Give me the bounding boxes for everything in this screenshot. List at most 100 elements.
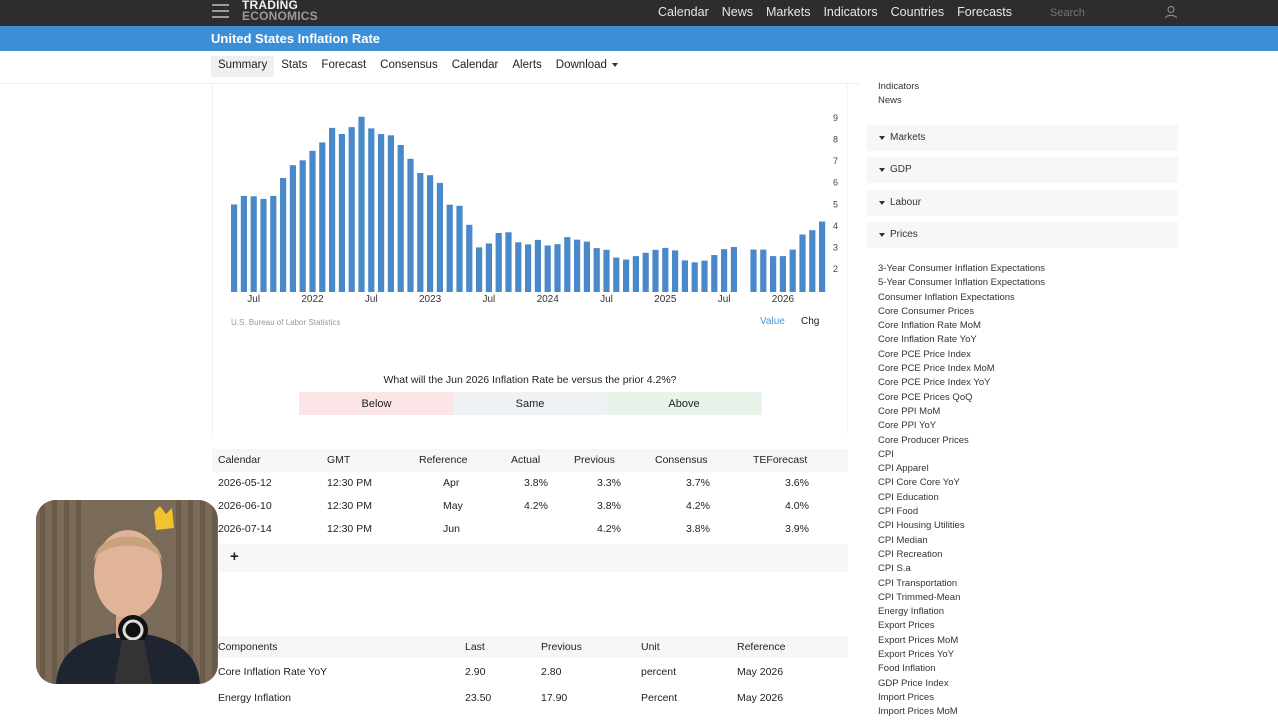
- nav-link-markets[interactable]: Markets: [766, 5, 811, 19]
- sidebar-price-link[interactable]: CPI: [878, 448, 894, 460]
- nav-link-countries[interactable]: Countries: [890, 5, 945, 19]
- chart-bar[interactable]: [672, 250, 679, 292]
- chart-bar[interactable]: [603, 249, 610, 292]
- sidebar-price-link[interactable]: CPI Education: [878, 491, 939, 503]
- chart-bar[interactable]: [280, 178, 287, 292]
- chart-bar[interactable]: [319, 142, 326, 292]
- sidebar-price-link[interactable]: CPI Median: [878, 534, 928, 546]
- chart-bar[interactable]: [544, 245, 551, 293]
- chart-bar[interactable]: [564, 237, 571, 292]
- nav-link-indicators[interactable]: Indicators: [823, 5, 878, 19]
- sidebar-price-link[interactable]: Import Prices MoM: [878, 706, 958, 718]
- sidebar-price-link[interactable]: Core PCE Price Index: [878, 348, 971, 360]
- chart-bar[interactable]: [750, 249, 757, 292]
- chart-bar[interactable]: [378, 134, 385, 292]
- chart-bar[interactable]: [789, 249, 796, 292]
- sidebar-link-news[interactable]: News: [878, 95, 902, 106]
- chart-bar[interactable]: [799, 234, 806, 293]
- sidebar-price-link[interactable]: Export Prices YoY: [878, 649, 955, 661]
- poll-same-button[interactable]: Same: [454, 392, 606, 415]
- tab-stats[interactable]: Stats: [281, 59, 308, 71]
- chart-bar[interactable]: [534, 239, 541, 292]
- sidebar-price-link[interactable]: Core Inflation Rate MoM: [878, 320, 981, 332]
- table-row[interactable]: 2026-05-12 12:30 PM Apr 3.8% 3.3% 3.7% 3…: [212, 472, 848, 495]
- chart-bar[interactable]: [299, 160, 306, 292]
- sidebar-price-link[interactable]: CPI Trimmed-Mean: [878, 591, 961, 603]
- sidebar-price-link[interactable]: Core Producer Prices: [878, 434, 969, 446]
- search-input[interactable]: [1046, 4, 1150, 21]
- chart-bar[interactable]: [662, 247, 669, 292]
- tab-forecast[interactable]: Forecast: [321, 59, 367, 71]
- tab-alerts[interactable]: Alerts: [512, 59, 542, 71]
- chart-bar[interactable]: [289, 165, 296, 292]
- user-icon[interactable]: [1164, 5, 1178, 19]
- sidebar-group-prices[interactable]: Prices: [866, 222, 1178, 248]
- tab-calendar[interactable]: Calendar: [451, 59, 499, 71]
- chart-bar[interactable]: [358, 116, 365, 292]
- chart-bar[interactable]: [770, 256, 777, 292]
- chart-bar[interactable]: [348, 127, 355, 292]
- sidebar-price-link[interactable]: Food Inflation: [878, 663, 936, 675]
- sidebar-price-link[interactable]: CPI Transportation: [878, 577, 958, 589]
- poll-above-button[interactable]: Above: [606, 392, 762, 415]
- sidebar-price-link[interactable]: Core Consumer Prices: [878, 305, 975, 317]
- inflation-bar-chart[interactable]: 2 3 4 5 6 7 8 9 Jul 2022 Jul 2023 Jul 2024 Jul 2025 Jul 2…: [213, 84, 849, 314]
- sidebar-price-link[interactable]: 5-Year Consumer Inflation Expectations: [878, 277, 1046, 289]
- sidebar-group-labour[interactable]: Labour: [866, 190, 1178, 216]
- chart-bar[interactable]: [515, 242, 522, 292]
- chart-bar[interactable]: [613, 257, 620, 292]
- chart-bar[interactable]: [779, 256, 786, 292]
- sidebar-price-link[interactable]: Core PCE Prices QoQ: [878, 391, 973, 403]
- sidebar-price-link[interactable]: Core PPI MoM: [878, 405, 941, 417]
- sidebar-price-link[interactable]: Core PCE Price Index YoY: [878, 377, 991, 389]
- chart-bar[interactable]: [730, 247, 737, 292]
- chart-bar[interactable]: [632, 256, 639, 292]
- chart-bar[interactable]: [505, 232, 512, 292]
- sidebar-price-link[interactable]: GDP Price Index: [878, 677, 949, 689]
- chart-bar[interactable]: [231, 204, 238, 293]
- cell-component[interactable]: Core Inflation Rate YoY: [218, 666, 328, 678]
- nav-link-news[interactable]: News: [721, 5, 753, 19]
- chart-bar[interactable]: [466, 224, 473, 292]
- chart-bar[interactable]: [525, 244, 532, 292]
- chart-bar[interactable]: [240, 195, 247, 292]
- chart-bar[interactable]: [250, 196, 257, 292]
- chart-bar[interactable]: [809, 230, 816, 292]
- change-toggle-button[interactable]: Chg: [801, 316, 820, 327]
- table-row[interactable]: 2026-06-10 12:30 PM May 4.2% 3.8% 4.2% 4…: [212, 495, 848, 518]
- chart-bar[interactable]: [583, 241, 590, 292]
- chart-bar[interactable]: [642, 252, 649, 292]
- chart-bar[interactable]: [338, 134, 345, 292]
- table-row[interactable]: Energy Inflation 23.50 17.90 Percent May…: [212, 684, 848, 710]
- chart-bar[interactable]: [397, 145, 404, 292]
- sidebar-price-link[interactable]: CPI Apparel: [878, 463, 929, 475]
- hamburger-menu-icon[interactable]: [212, 4, 229, 18]
- sidebar-price-link[interactable]: CPI S.a: [878, 563, 911, 575]
- chart-bar[interactable]: [427, 175, 434, 292]
- sidebar-price-link[interactable]: Core PPI YoY: [878, 420, 937, 432]
- chart-bar[interactable]: [593, 248, 600, 292]
- chart-bar[interactable]: [476, 247, 483, 292]
- chart-bar[interactable]: [387, 135, 394, 292]
- table-row[interactable]: Core Inflation Rate YoY 2.90 2.80 percen…: [212, 658, 848, 684]
- sidebar-group-markets[interactable]: Markets: [866, 125, 1178, 151]
- chart-bar[interactable]: [819, 221, 826, 293]
- tab-consensus[interactable]: Consensus: [380, 59, 438, 71]
- sidebar-price-link[interactable]: CPI Housing Utilities: [878, 520, 965, 532]
- chart-bar[interactable]: [446, 204, 453, 292]
- sidebar-price-link[interactable]: CPI Core Core YoY: [878, 477, 960, 489]
- sidebar-price-link[interactable]: Core Inflation Rate YoY: [878, 334, 977, 346]
- chart-bar[interactable]: [760, 249, 767, 292]
- chart-bar[interactable]: [574, 239, 581, 292]
- chart-bar[interactable]: [623, 259, 630, 293]
- nav-link-forecasts[interactable]: Forecasts: [957, 5, 1013, 19]
- sidebar-price-link[interactable]: CPI Food: [878, 506, 919, 518]
- chart-bar[interactable]: [652, 249, 659, 292]
- chart-bar[interactable]: [436, 182, 443, 292]
- sidebar-price-link[interactable]: Export Prices MoM: [878, 634, 959, 646]
- sidebar-price-link[interactable]: Import Prices: [878, 691, 934, 703]
- sidebar-price-link[interactable]: Consumer Inflation Expectations: [878, 291, 1015, 303]
- sidebar-group-gdp[interactable]: GDP: [866, 157, 1178, 183]
- table-row[interactable]: 2026-07-14 12:30 PM Jun 4.2% 3.8% 3.9%: [212, 518, 848, 541]
- tab-download[interactable]: Download: [549, 56, 625, 77]
